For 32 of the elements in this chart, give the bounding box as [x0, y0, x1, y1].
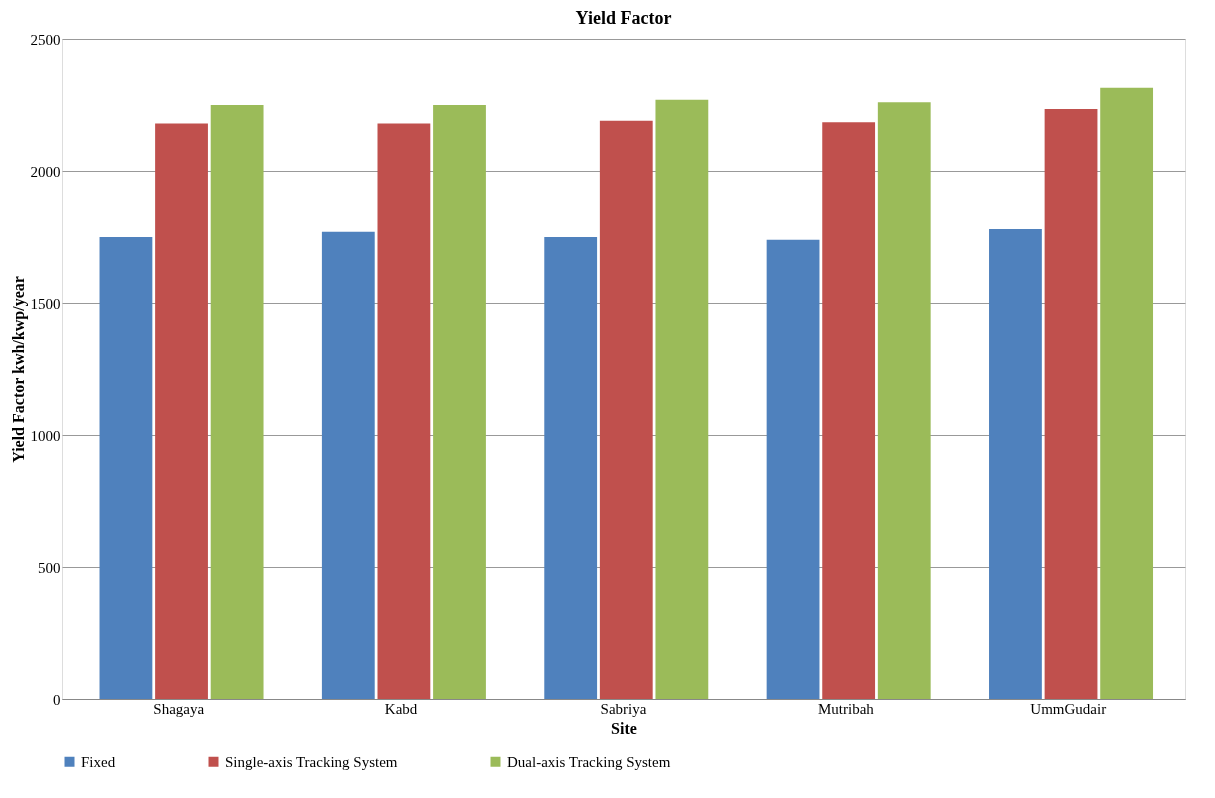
- y-tick-label: 1500: [30, 295, 61, 312]
- chart-title: Yield Factor: [575, 8, 672, 28]
- x-axis-title: Site: [611, 719, 637, 737]
- bar: [822, 122, 876, 699]
- bar: [599, 120, 653, 699]
- x-tick-label: Kabd: [384, 700, 418, 717]
- bar: [1044, 108, 1098, 699]
- x-tick-label: Sabriya: [600, 700, 647, 717]
- bar: [766, 239, 820, 699]
- bar: [321, 231, 375, 699]
- legend-label: Fixed: [81, 753, 116, 770]
- y-tick-label: 0: [53, 691, 61, 708]
- y-tick-label: 2000: [30, 163, 61, 180]
- bar: [99, 237, 153, 699]
- y-axis-title: Yield Factor kwh/kwp/year: [9, 276, 28, 463]
- x-tick-label: Shagaya: [153, 700, 205, 717]
- x-tick-label: UmmGudair: [1030, 700, 1107, 717]
- bar: [210, 105, 264, 699]
- bar: [655, 99, 709, 699]
- x-tick-label: Mutribah: [817, 700, 875, 717]
- y-tick-label: 1000: [30, 427, 61, 444]
- bar: [1100, 87, 1154, 699]
- y-tick-label: 500: [38, 559, 61, 576]
- legend-label: Single-axis Tracking System: [225, 753, 398, 770]
- bar: [544, 237, 598, 699]
- legend-label: Dual-axis Tracking System: [507, 753, 671, 770]
- bar: [155, 123, 208, 699]
- bar: [877, 102, 931, 699]
- bar: [377, 123, 431, 699]
- bar: [433, 105, 486, 699]
- y-tick-label: 2500: [30, 31, 61, 48]
- bar: [989, 229, 1042, 699]
